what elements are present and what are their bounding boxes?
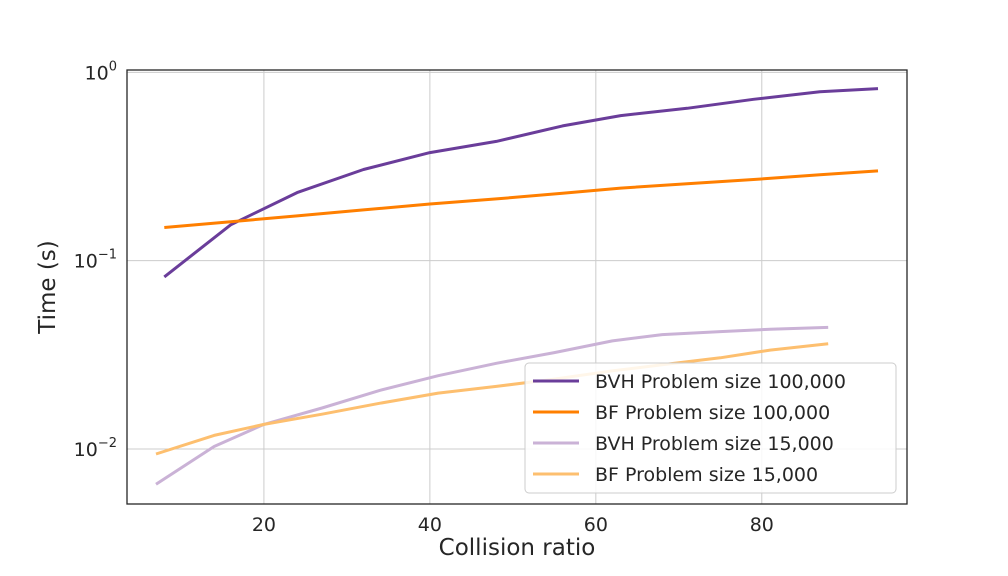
- legend-label: BVH Problem size 15,000: [595, 433, 834, 455]
- y-axis-label: Time (s): [35, 240, 61, 335]
- y-tick-label: 10−2: [74, 436, 117, 461]
- series-line-1: [163, 87, 879, 279]
- legend-label: BF Problem size 100,000: [595, 402, 830, 424]
- tick-labels: 20 40 60 80 100 10−1 10−2: [74, 59, 774, 536]
- x-tick-label: 40: [418, 514, 442, 536]
- series-lines: [155, 87, 879, 486]
- legend-label: BVH Problem size 100,000: [595, 371, 846, 393]
- legend: BVH Problem size 100,000 BF Problem size …: [524, 362, 897, 494]
- series-line-2: [164, 169, 879, 229]
- legend-label: BF Problem size 15,000: [595, 464, 818, 486]
- y-tick-label: 100: [85, 59, 117, 84]
- grid: [127, 70, 907, 504]
- x-tick-label: 60: [584, 514, 608, 536]
- y-tick-label: 10−1: [74, 248, 117, 273]
- x-tick-label: 80: [750, 514, 774, 536]
- legend-box: [524, 362, 897, 494]
- plot-frame: [126, 69, 908, 505]
- series-line-4: [155, 342, 829, 456]
- x-axis-label: Collision ratio: [439, 535, 596, 561]
- x-tick-label: 20: [252, 514, 276, 536]
